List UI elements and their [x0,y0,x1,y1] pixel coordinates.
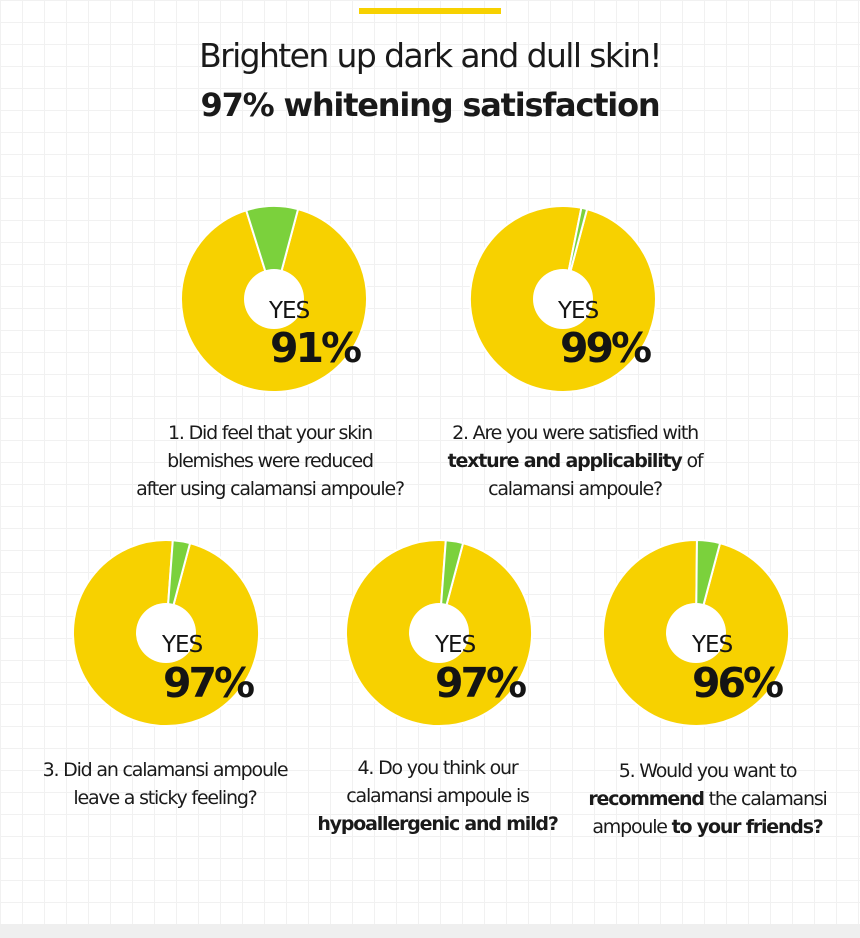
question-text: 2. Are you were satisfied with [452,422,699,444]
percent-label-3: 97% [163,659,254,707]
question-text: ampoule [592,816,672,838]
yes-label-5: YES [691,632,733,658]
question-emphasis: to your friends? [671,816,824,838]
percent-label-1: 91% [270,324,361,372]
question-1: 1. Did feel that your skin blemishes were… [110,419,430,503]
slice-other-1 [245,205,300,300]
percent-label-4: 97% [435,659,526,707]
yes-label-3: YES [161,632,203,658]
question-5-line-2: recommend the calamansi [565,785,850,813]
question-4-line-3: hypoallergenic and mild? [305,810,570,838]
question-text: leave a sticky feeling? [73,787,257,809]
question-emphasis: hypoallergenic and mild? [317,813,558,835]
question-2-line-1: 2. Are you were satisfied with [410,419,740,447]
question-text: of [681,450,703,472]
question-4: 4. Do you think our calamansi ampoule is h… [305,754,570,838]
percent-label-5: 96% [692,659,783,707]
bottom-strip [0,924,860,938]
page-title: Brighten up dark and dull skin! [199,36,662,75]
question-text: calamansi ampoule? [488,478,663,500]
pie-center-hole-2 [533,269,593,329]
page-subtitle: 97% whitening satisfaction [200,86,661,124]
question-text: the calamansi [703,788,828,810]
question-2-line-3: calamansi ampoule? [410,475,740,503]
question-text: 4. Do you think our [357,757,519,779]
question-3-line-2: leave a sticky feeling? [30,784,300,812]
question-5-line-1: 5. Would you want to [565,757,850,785]
question-1-line-2: blemishes were reduced [110,447,430,475]
question-text: 3. Did an calamansi ampoule [42,759,289,781]
question-1-line-1: 1. Did feel that your skin [110,419,430,447]
question-1-line-3: after using calamansi ampoule? [110,475,430,503]
question-emphasis: texture and applicability [447,450,683,472]
question-text: 1. Did feel that your skin [168,422,373,444]
question-3-line-1: 3. Did an calamansi ampoule [30,756,300,784]
question-4-line-2: calamansi ampoule is [305,782,570,810]
yes-label-4: YES [434,632,476,658]
question-5-line-3: ampoule to your friends? [565,813,850,841]
question-text: calamansi ampoule is [346,785,530,807]
question-emphasis: recommend [588,788,705,810]
question-5: 5. Would you want to recommend the calama… [565,757,850,841]
pie-center-hole-5 [666,603,726,663]
question-text: blemishes were reduced [167,450,374,472]
question-2-line-2: texture and applicability of [410,447,740,475]
pie-center-hole-4 [409,603,469,663]
yes-label-1: YES [268,298,310,324]
percent-label-2: 99% [560,324,651,372]
question-text: after using calamansi ampoule? [136,478,405,500]
pie-center-hole-1 [244,269,304,329]
yes-label-2: YES [557,298,599,324]
accent-bar [359,8,501,14]
pie-center-hole-3 [136,603,196,663]
question-4-line-1: 4. Do you think our [305,754,570,782]
question-text: 5. Would you want to [618,760,798,782]
question-2: 2. Are you were satisfied with texture an… [410,419,740,503]
question-3: 3. Did an calamansi ampoule leave a stick… [30,756,300,812]
